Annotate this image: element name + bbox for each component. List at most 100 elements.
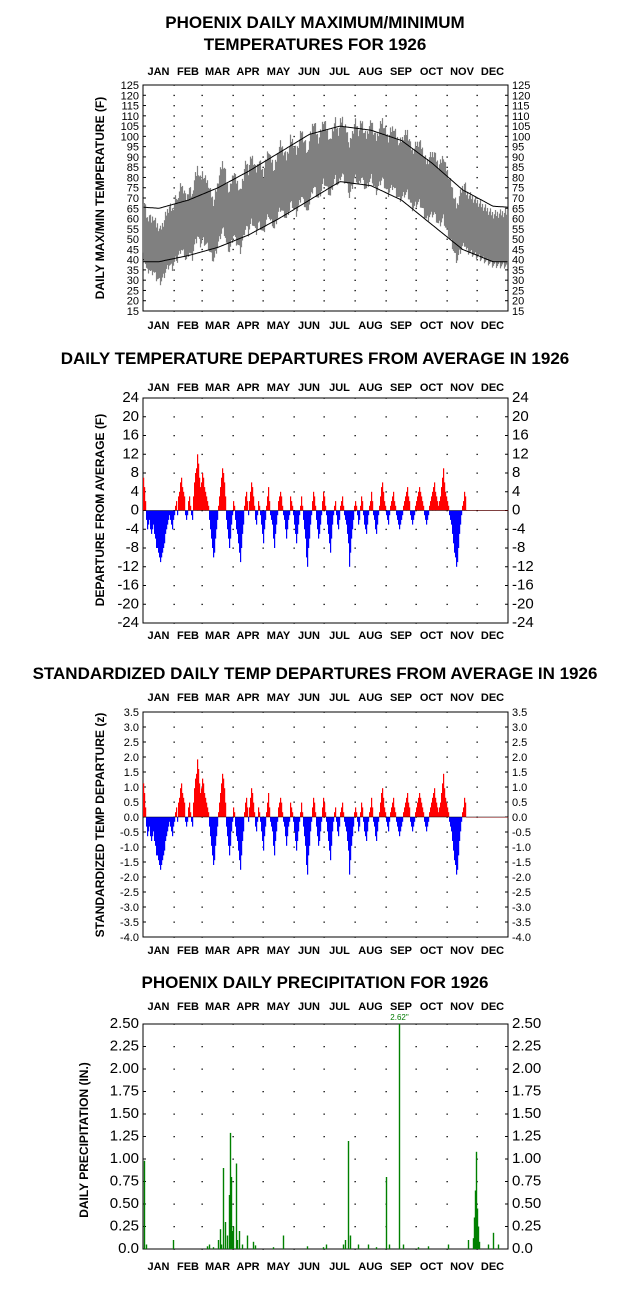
grid-dot [446, 259, 448, 261]
y-tick-label-left: 3.0 [124, 722, 139, 734]
y-tick-label-left: 0 [131, 502, 139, 519]
grid-dot [476, 547, 478, 549]
y-tick-label-right: 30 [512, 275, 524, 287]
y-tick-label-left: -2.5 [120, 887, 139, 899]
grid-dot [476, 269, 478, 271]
grid-dot [293, 756, 295, 758]
departure-bar [312, 807, 314, 817]
y-tick-label-left: -12 [117, 558, 139, 575]
grid-dot [293, 435, 295, 437]
departure-bar [411, 817, 413, 827]
departure-bar [198, 463, 200, 511]
grid-dot [446, 1046, 448, 1048]
grid-dot [354, 289, 356, 292]
grid-dot [262, 397, 264, 399]
month-label-top: FEB [177, 692, 199, 704]
grid-dot [323, 397, 325, 399]
departure-bar [292, 505, 294, 511]
grid-dot [415, 585, 417, 587]
grid-dot [232, 936, 234, 938]
grid-dot [293, 491, 295, 493]
grid-dot [446, 453, 448, 456]
departure-bar [340, 812, 342, 817]
departure-bar [289, 817, 291, 822]
grid-dot [446, 726, 448, 728]
departure-bar [289, 510, 291, 516]
departure-bar [226, 817, 228, 827]
departure-bar [332, 510, 334, 525]
grid-dot [476, 603, 478, 606]
departure-bar [330, 817, 332, 861]
departure-bar [364, 817, 366, 832]
grid-dot [446, 891, 448, 893]
grid-dot [201, 921, 203, 923]
month-label-bottom: MAR [205, 1261, 230, 1273]
grid-dot [476, 1046, 478, 1048]
grid-dot [262, 876, 264, 878]
departure-bar [171, 510, 173, 525]
departure-bar [181, 477, 183, 511]
grid-dot [354, 547, 356, 549]
y-tick-label-left: 25 [127, 285, 139, 297]
month-label-bottom: MAR [205, 320, 230, 332]
departure-bar [172, 510, 174, 530]
grid-dot [173, 176, 175, 179]
grid-dot [415, 1203, 417, 1205]
departure-bar [337, 817, 339, 832]
grid-dot [232, 1136, 234, 1138]
y-tick-label-left: -4 [126, 520, 139, 537]
departure-bar [424, 510, 426, 516]
departure-bar [189, 802, 191, 817]
departure-bar [374, 510, 376, 520]
month-label-top: JUN [298, 66, 320, 78]
departure-bar [218, 812, 220, 817]
departure-bar [194, 482, 196, 511]
departure-bar [298, 510, 300, 525]
departure-bar [376, 817, 378, 841]
departure-bar [237, 817, 239, 841]
y-tick-label-right: 20 [512, 296, 524, 308]
grid-dot [262, 146, 264, 148]
grid-dot [323, 472, 325, 474]
grid-dot [385, 289, 387, 292]
departure-bar [400, 510, 402, 525]
departure-bar [169, 817, 171, 822]
grid-dot [232, 259, 234, 261]
grid-dot [173, 1023, 175, 1025]
grid-dot [385, 876, 387, 878]
grid-dot [415, 1023, 417, 1025]
grid-dot [476, 1113, 478, 1115]
grid-dot [201, 248, 203, 251]
grid-dot [385, 726, 387, 728]
grid-dot [262, 115, 264, 117]
departure-bar [213, 817, 215, 865]
month-label-bottom: SEP [390, 1261, 412, 1273]
departure-bar [259, 505, 261, 511]
grid-dot [476, 453, 478, 456]
departure-bar [438, 505, 440, 511]
departure-bar [242, 817, 244, 841]
grid-dot [173, 269, 175, 271]
grid-dot [232, 861, 234, 863]
grid-dot [262, 861, 264, 863]
departure-bar [276, 510, 278, 525]
grid-dot [446, 936, 448, 938]
grid-dot [415, 135, 417, 138]
departure-bar [143, 783, 145, 817]
grid-dot [354, 1226, 356, 1228]
departure-bar [326, 817, 328, 822]
departure-bar [382, 788, 384, 817]
month-label-bottom: OCT [420, 630, 444, 642]
grid-dot [385, 906, 387, 908]
month-label-bottom: JAN [147, 320, 169, 332]
y-tick-label-right: -24 [512, 614, 534, 631]
departure-bar [179, 797, 181, 817]
departure-bar [311, 817, 313, 822]
y-tick-label-left: 16 [122, 427, 139, 444]
grid-dot [293, 1248, 295, 1250]
grid-dot [262, 1136, 264, 1138]
departure-bar [252, 793, 254, 817]
y-tick-label-right: 12 [512, 445, 529, 462]
grid-dot [232, 300, 234, 302]
departure-bar [328, 817, 330, 841]
